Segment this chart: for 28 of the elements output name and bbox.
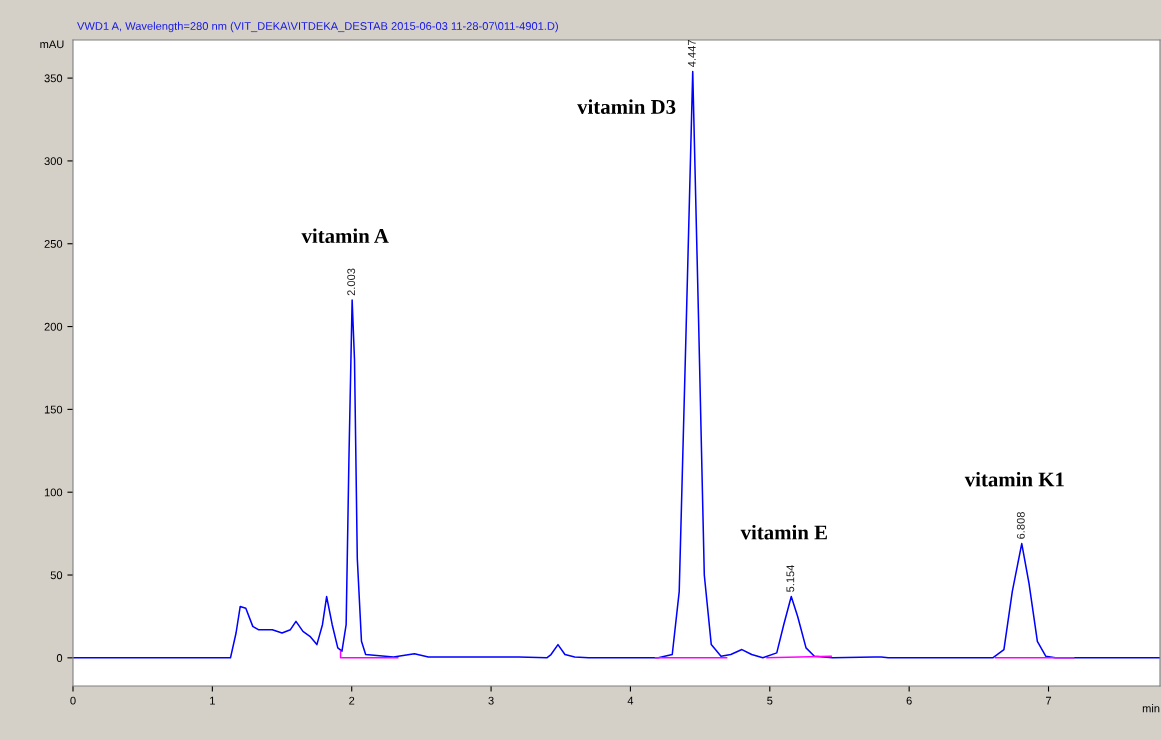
- annotation: 4.447: [687, 40, 696, 68]
- x-tick-label: 2: [349, 696, 355, 705]
- x-tick-label: 3: [488, 696, 494, 705]
- y-tick-label: 350: [44, 74, 63, 83]
- x-tick-label: 6: [906, 696, 912, 705]
- x-tick-label: 4: [627, 696, 634, 705]
- x-tick-label: 5: [767, 696, 773, 705]
- annotation: 2.003: [347, 268, 356, 296]
- x-axis-title: min: [1142, 704, 1160, 713]
- y-tick-label: 200: [44, 322, 63, 331]
- line-series: [73, 70, 1160, 659]
- y-axis-title: mAU: [40, 40, 64, 49]
- y-tick-label: 150: [44, 405, 63, 414]
- annotation: 5.154: [786, 564, 795, 592]
- y-tick-label: 300: [44, 157, 63, 166]
- y-tick-label: 50: [50, 571, 63, 580]
- annotation: 6.808: [1016, 512, 1025, 539]
- y-tick-label: 0: [56, 654, 63, 662]
- annotation: vitamin K1: [964, 471, 1064, 487]
- chart-title: VWD1 A, Wavelength=280 nm (VIT_DEKA\VITDEKA_DESTAB 2015-06-03 11-28-07\011-4901.D): [77, 21, 558, 33]
- x-tick-label: 1: [210, 696, 215, 705]
- annotation: vitamin A: [301, 228, 389, 244]
- annotation: vitamin D3: [577, 99, 676, 114]
- y-tick-label: 250: [44, 240, 63, 248]
- x-tick-label: 0: [70, 696, 76, 705]
- y-tick-label: 100: [44, 488, 63, 497]
- annotation: vitamin E: [740, 524, 827, 540]
- x-tick-label: 7: [1045, 696, 1052, 705]
